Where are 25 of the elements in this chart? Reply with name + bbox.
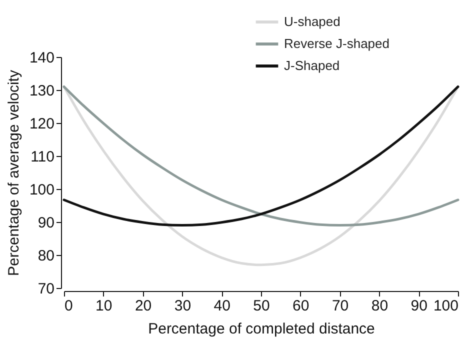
x-tick-label: 80 xyxy=(371,298,388,314)
x-tick-label: 0 xyxy=(64,298,73,314)
x-axis-title: Percentage of completed distance xyxy=(148,320,375,338)
legend-label: J-Shaped xyxy=(284,58,340,73)
x-tick-label: 10 xyxy=(96,298,112,314)
x-tick-label: 40 xyxy=(214,298,230,314)
line-series xyxy=(62,85,460,266)
y-tick-label: 90 xyxy=(38,214,54,232)
y-tick-label: 130 xyxy=(29,82,54,100)
y-tick-label: 140 xyxy=(29,50,54,66)
x-tick-label: 20 xyxy=(134,298,152,314)
y-axis-title: Percentage of average velocity xyxy=(5,70,22,276)
x-tick-label: 50 xyxy=(253,298,270,314)
y-tick-label: 120 xyxy=(29,116,54,132)
y-tick-label: 70 xyxy=(38,280,54,298)
y-tick-label: 100 xyxy=(29,182,54,198)
legend-label: U-shaped xyxy=(284,14,340,29)
x-tick-label: 90 xyxy=(410,298,428,314)
x-tick-label: 60 xyxy=(292,298,310,314)
y-tick-label: 80 xyxy=(38,248,54,264)
y-tick-label: 110 xyxy=(30,148,54,166)
legend-label: Reverse J-shaped xyxy=(284,36,390,51)
x-tick-label: 70 xyxy=(332,298,349,314)
x-tick-label: 30 xyxy=(174,298,192,314)
x-tick-label: 100 xyxy=(433,298,458,314)
